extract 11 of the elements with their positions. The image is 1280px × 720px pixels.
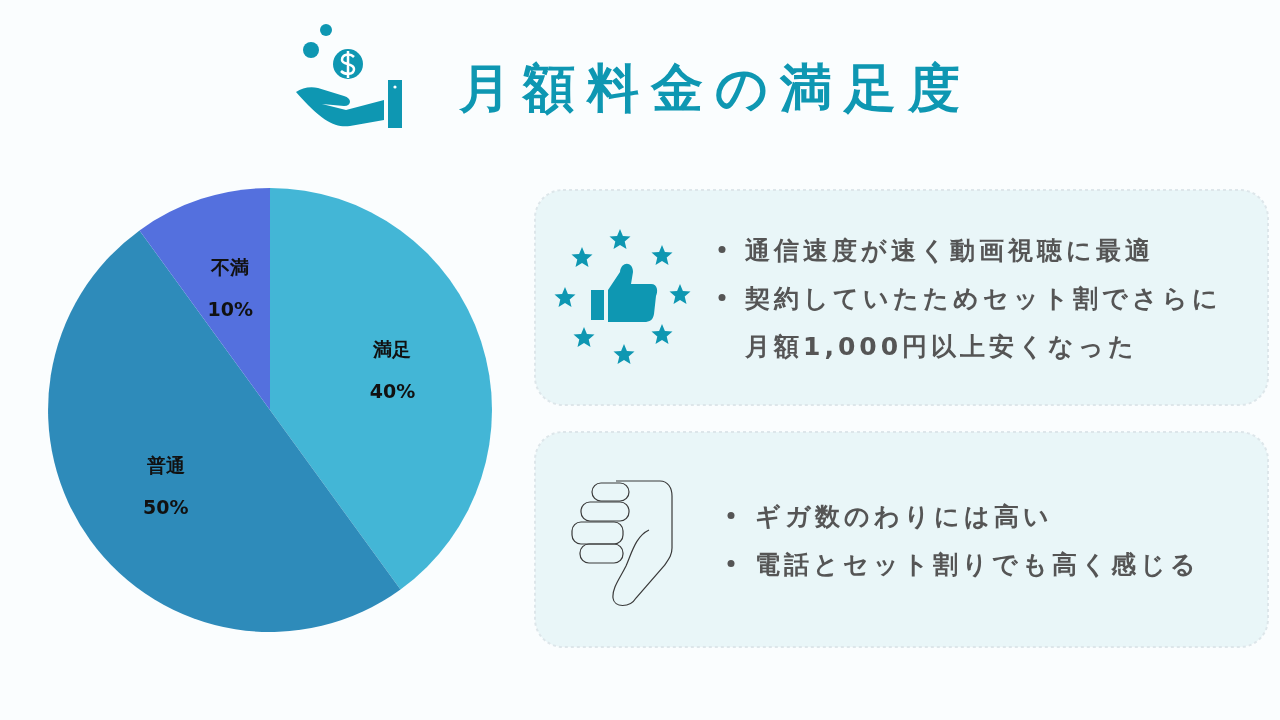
slice-label: 不満 <box>210 255 250 278</box>
text: 契約していたためセット割でさらに月額1,000円以上安くなった <box>744 283 1222 361</box>
text: 月額料金の満足度 <box>457 58 972 118</box>
text: ギガ数のわりには高い <box>755 501 1053 531</box>
slice-label: 満足 <box>372 338 412 361</box>
text: 電話とセット割りでも高く感じる <box>755 549 1200 579</box>
slice-label: 普通 <box>145 453 185 476</box>
data-label: 40% <box>369 380 416 403</box>
data-label: 10% <box>207 297 253 320</box>
text: 通信速度が速く動画視聴に最適 <box>745 235 1154 265</box>
data-label: 50% <box>143 495 189 518</box>
